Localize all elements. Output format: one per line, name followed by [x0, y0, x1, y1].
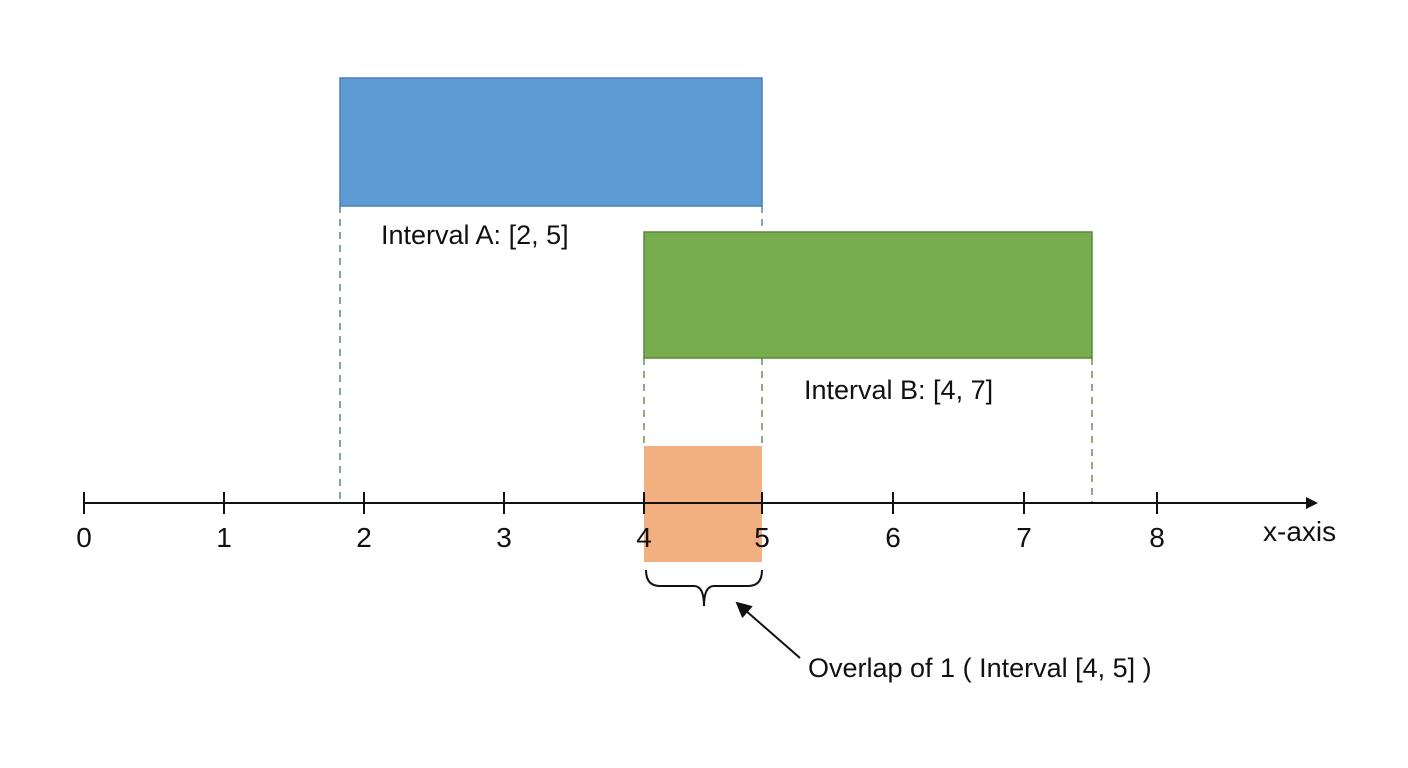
tick-label-1: 1	[216, 522, 232, 553]
tick-label-7: 7	[1016, 522, 1032, 553]
interval-b-bar	[643, 231, 1093, 359]
axis-tick-labels: 0 1 2 3 4 5 6 7 8	[76, 522, 1165, 553]
overlap-label: Overlap of 1 ( Interval [4, 5] )	[808, 653, 1152, 683]
x-axis-label: x-axis	[1263, 516, 1336, 547]
tick-label-3: 3	[496, 522, 512, 553]
overlap-brace	[645, 569, 763, 607]
tick-label-2: 2	[356, 522, 372, 553]
interval-a-label: Interval A: [2, 5]	[381, 220, 569, 250]
tick-label-4: 4	[636, 522, 652, 553]
overlap-pointer-arrow	[735, 601, 801, 659]
axis-ticks	[83, 492, 1158, 514]
interval-b-label: Interval B: [4, 7]	[804, 375, 993, 405]
tick-label-8: 8	[1149, 522, 1165, 553]
tick-label-6: 6	[885, 522, 901, 553]
tick-label-5: 5	[754, 522, 770, 553]
tick-label-0: 0	[76, 522, 92, 553]
interval-a-bar	[339, 77, 763, 207]
